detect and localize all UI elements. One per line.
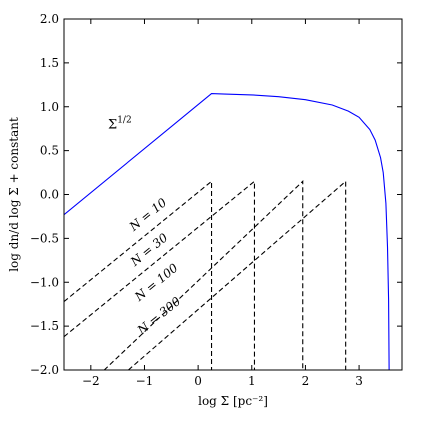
- y-tick-label: 1.5: [40, 56, 59, 70]
- dashed-line-1: [64, 180, 213, 370]
- x-tick-label: 3: [355, 374, 363, 388]
- x-tick-label: 1: [248, 374, 256, 388]
- y-tick-label: 1.0: [40, 100, 59, 114]
- x-tick-label: −2: [82, 374, 100, 388]
- y-tick-label: −2.0: [30, 363, 59, 377]
- y-tick-label: −0.5: [30, 231, 59, 245]
- x-tick-label: −1: [136, 374, 154, 388]
- series-layer: [64, 93, 390, 370]
- ticks: −2 −1 0 1 2 3 −2.0 −1.5 −1.0 −0.5 0.0 0.5 1.0 1.5 2.0: [30, 12, 402, 388]
- x-tick-label: 2: [302, 374, 310, 388]
- x-tick-label: 0: [194, 374, 202, 388]
- dashed-line-2: [64, 180, 256, 370]
- x-axis-label: log Σ [pc⁻²]: [198, 394, 268, 408]
- y-tick-label: 0.5: [40, 144, 59, 158]
- plot-frame: [63, 18, 403, 371]
- solid-curve: [64, 93, 390, 370]
- y-tick-label: 2.0: [40, 12, 59, 26]
- y-tick-label: 0.0: [40, 188, 59, 202]
- y-tick-label: −1.5: [30, 319, 59, 333]
- annotation-superscript: 1/2: [117, 116, 131, 126]
- y-tick-label: −1.0: [30, 275, 59, 289]
- y-axis-label: log dn/d log Σ + constant: [7, 117, 21, 272]
- dashed-line-3: [64, 180, 304, 370]
